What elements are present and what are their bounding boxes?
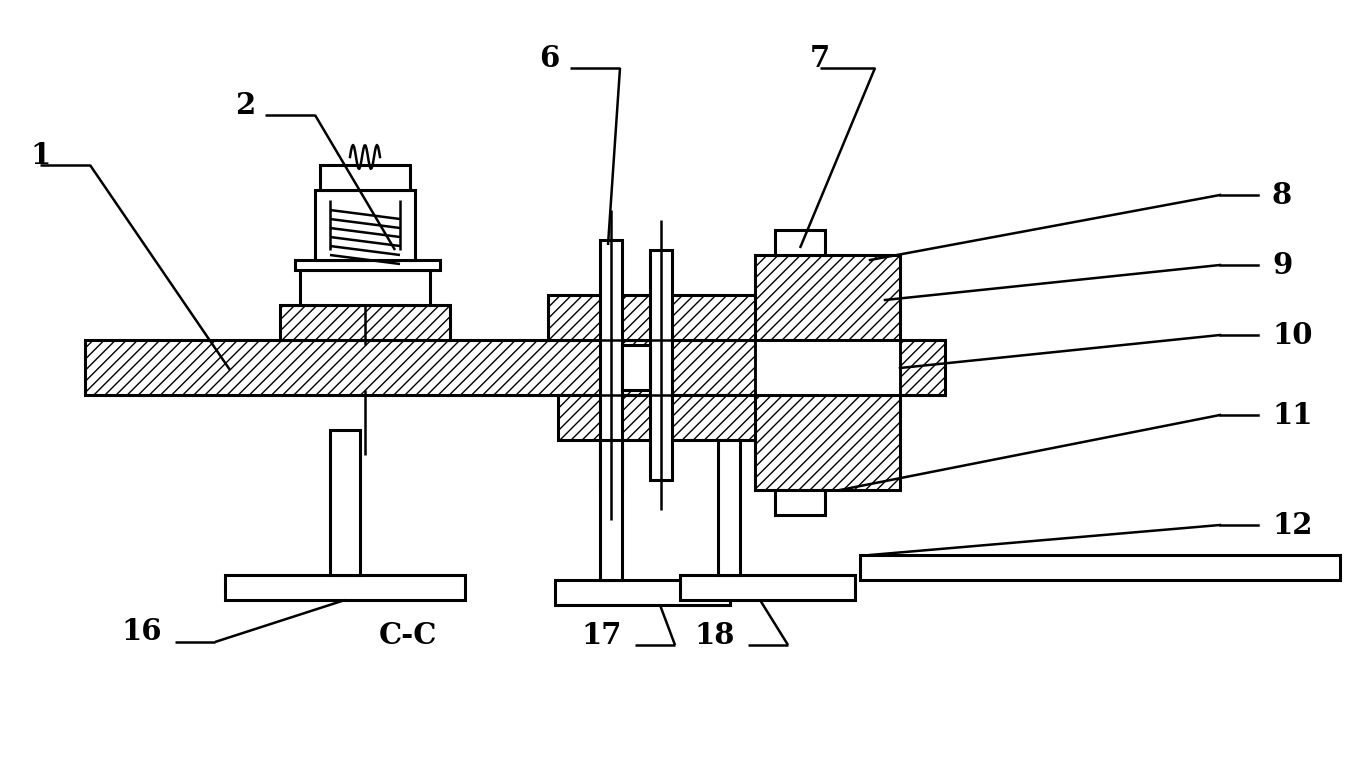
Text: C-C: C-C [379, 620, 437, 649]
Bar [301, 270, 430, 305]
Text: 18: 18 [694, 620, 735, 649]
Text: 9: 9 [1273, 251, 1293, 280]
Text: 12: 12 [1273, 510, 1313, 539]
Bar [558, 395, 790, 440]
Bar [718, 440, 740, 575]
Bar [860, 555, 1340, 580]
Text: 10: 10 [1273, 321, 1313, 349]
Bar [775, 490, 825, 515]
Text: 16: 16 [121, 617, 162, 646]
Bar [600, 440, 621, 580]
Bar [549, 295, 799, 340]
Text: 8: 8 [1273, 180, 1293, 209]
Text: 7: 7 [810, 44, 830, 73]
Bar [225, 575, 465, 600]
Text: 17: 17 [581, 620, 621, 649]
Bar [555, 580, 731, 605]
Text: 1: 1 [30, 141, 50, 170]
Bar [650, 250, 673, 480]
Bar [755, 255, 900, 340]
Text: 11: 11 [1273, 400, 1313, 429]
Bar [85, 340, 945, 395]
Text: 6: 6 [539, 44, 559, 73]
Bar [755, 395, 900, 490]
Bar [775, 230, 825, 255]
Bar [280, 305, 450, 340]
Text: 2: 2 [235, 90, 255, 119]
Bar [315, 190, 415, 260]
Bar [679, 575, 855, 600]
Bar [330, 430, 360, 575]
Bar [600, 240, 621, 490]
Bar [295, 260, 439, 270]
Bar [755, 340, 900, 395]
Bar [319, 165, 410, 190]
Bar [621, 345, 650, 390]
